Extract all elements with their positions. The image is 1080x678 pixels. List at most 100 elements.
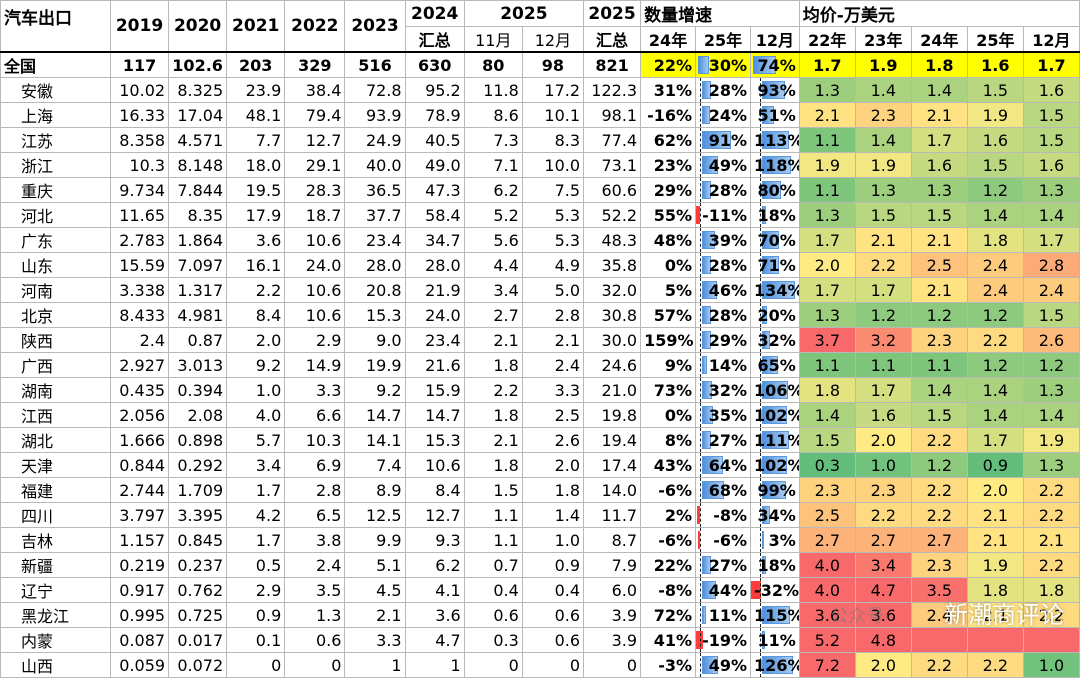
volume-cell: 18.0 [226,152,286,178]
price-cell: 4.8 [854,627,912,653]
volume-cell: 0.394 [168,377,228,403]
region-name: 江西 [0,402,111,428]
volume-cell: 24.9 [344,127,406,153]
volume-cell: 36.5 [344,177,406,203]
price-cell: 1.5 [854,202,912,228]
price-group-header: 均价-万美元 [798,0,1080,27]
price-cell: 1.3 [854,177,912,203]
growth-value: 113% [754,130,800,150]
growth-axis-line [760,378,762,402]
volume-cell: 23.4 [344,227,406,253]
growth-axis-line [760,153,762,177]
table-row: 吉林 1.157 0.845 1.7 3.8 9.9 9.3 1.1 1.0 8.7 -6% -6% 3… [0,527,1080,553]
growth-value: 134% [754,280,800,300]
volume-cell: 2.2 [463,377,523,403]
volume-cell: 35.8 [583,252,642,278]
volume-cell: 8.9 [344,477,406,503]
price-cell: 2.0 [854,652,912,678]
growth-axis-line [700,103,702,127]
growth-value: 91% [708,130,748,150]
volume-cell: 0.995 [109,602,170,628]
volume-cell: 0.725 [168,602,228,628]
volume-cell: 40.0 [344,152,406,178]
volume-cell: 0.4 [521,577,585,603]
growth-value: 159% [644,330,694,350]
volume-cell: 15.59 [109,252,170,278]
price-cell: 1.6 [966,51,1024,78]
volume-cell: 14.0 [583,477,642,503]
growth-data-bar [762,181,782,199]
price-cell: 1.7 [1022,51,1080,78]
volume-cell: 21.0 [583,377,642,403]
growth-value: 29% [708,330,748,350]
table-row: 陕西 2.4 0.87 2.0 2.9 9.0 23.4 2.1 2.1 30.0 159% 29% 3… [0,327,1080,353]
volume-cell: 7.1 [463,152,523,178]
year-2024-sub-header: 汇总 [404,26,465,53]
price-cell: 2.1 [910,102,968,128]
growth-data-bar [702,281,718,299]
volume-cell: 10.6 [404,452,465,478]
volume-cell: 58.4 [404,202,465,228]
growth-cell: 57% [640,302,697,328]
growth-axis-line [700,353,702,377]
volume-cell: 20.8 [344,277,406,303]
price-cell: 1.6 [1022,77,1080,103]
growth-value: 27% [708,555,748,575]
growth-axis-line [700,453,702,477]
growth-data-bar [762,556,767,574]
region-name: 辽宁 [0,577,111,603]
volume-cell: 10.0 [521,152,585,178]
price-cell: 1.8 [966,227,1024,253]
table-row: 辽宁 0.917 0.762 2.9 3.5 4.5 4.1 0.4 0.4 6.0 -8% 44% -… [0,577,1080,603]
region-name: 广西 [0,352,111,378]
growth-value: 73% [653,380,693,400]
volume-cell: 28.3 [284,177,346,203]
growth-axis-line [760,278,762,302]
growth-24-header: 24年 [640,26,697,53]
growth-value: 51% [757,105,796,125]
volume-cell: 8.148 [168,152,228,178]
growth-axis-line [760,328,762,352]
volume-cell: 12.7 [284,127,346,153]
volume-cell: 6.2 [404,552,465,578]
table-row: 湖南 0.435 0.394 1.0 3.3 9.2 15.9 2.2 3.3 21.0 73% 32… [0,377,1080,403]
growth-cell: 70% [750,227,800,253]
volume-cell: 52.2 [583,202,642,228]
growth-cell: 28% [695,252,752,278]
growth-value: 80% [757,180,796,200]
growth-value: 99% [757,480,796,500]
growth-cell: 41% [640,627,697,653]
growth-data-bar [762,256,780,274]
volume-cell: 2.2 [226,277,286,303]
price-cell: 1.9 [854,152,912,178]
table-row: 天津 0.844 0.292 3.4 6.9 7.4 10.6 1.8 2.0 17.4 43% 64… [0,452,1080,478]
volume-cell: 8.4 [404,477,465,503]
price-cell: 1.5 [966,77,1024,103]
price-cell: 1.5 [910,202,968,228]
volume-cell: 1.666 [109,427,170,453]
volume-cell: 10.3 [284,427,346,453]
growth-axis-line [760,578,762,602]
volume-cell: 15.3 [404,427,465,453]
volume-cell: 6.5 [284,502,346,528]
growth-data-bar [702,156,719,174]
volume-cell: 3.5 [284,577,346,603]
price-cell: 2.2 [1022,552,1080,578]
price-cell: 1.4 [966,202,1024,228]
volume-cell: 0 [284,652,346,678]
volume-cell: 4.4 [463,252,523,278]
volume-cell: 0.6 [463,602,523,628]
growth-value: 106% [754,380,800,400]
region-name: 山西 [0,652,111,678]
growth-value: 93% [757,80,796,100]
volume-cell: 7.844 [168,177,228,203]
price-cell: 1.3 [1022,177,1080,203]
growth-axis-line [700,628,702,652]
price-cell: 2.1 [910,227,968,253]
volume-cell: 1.8 [521,477,585,503]
volume-cell: 28.0 [404,252,465,278]
price-cell: 2.4 [910,602,968,628]
growth-value: 55% [653,205,693,225]
price-cell: 1.3 [1022,452,1080,478]
growth-negative-bar [751,581,762,599]
